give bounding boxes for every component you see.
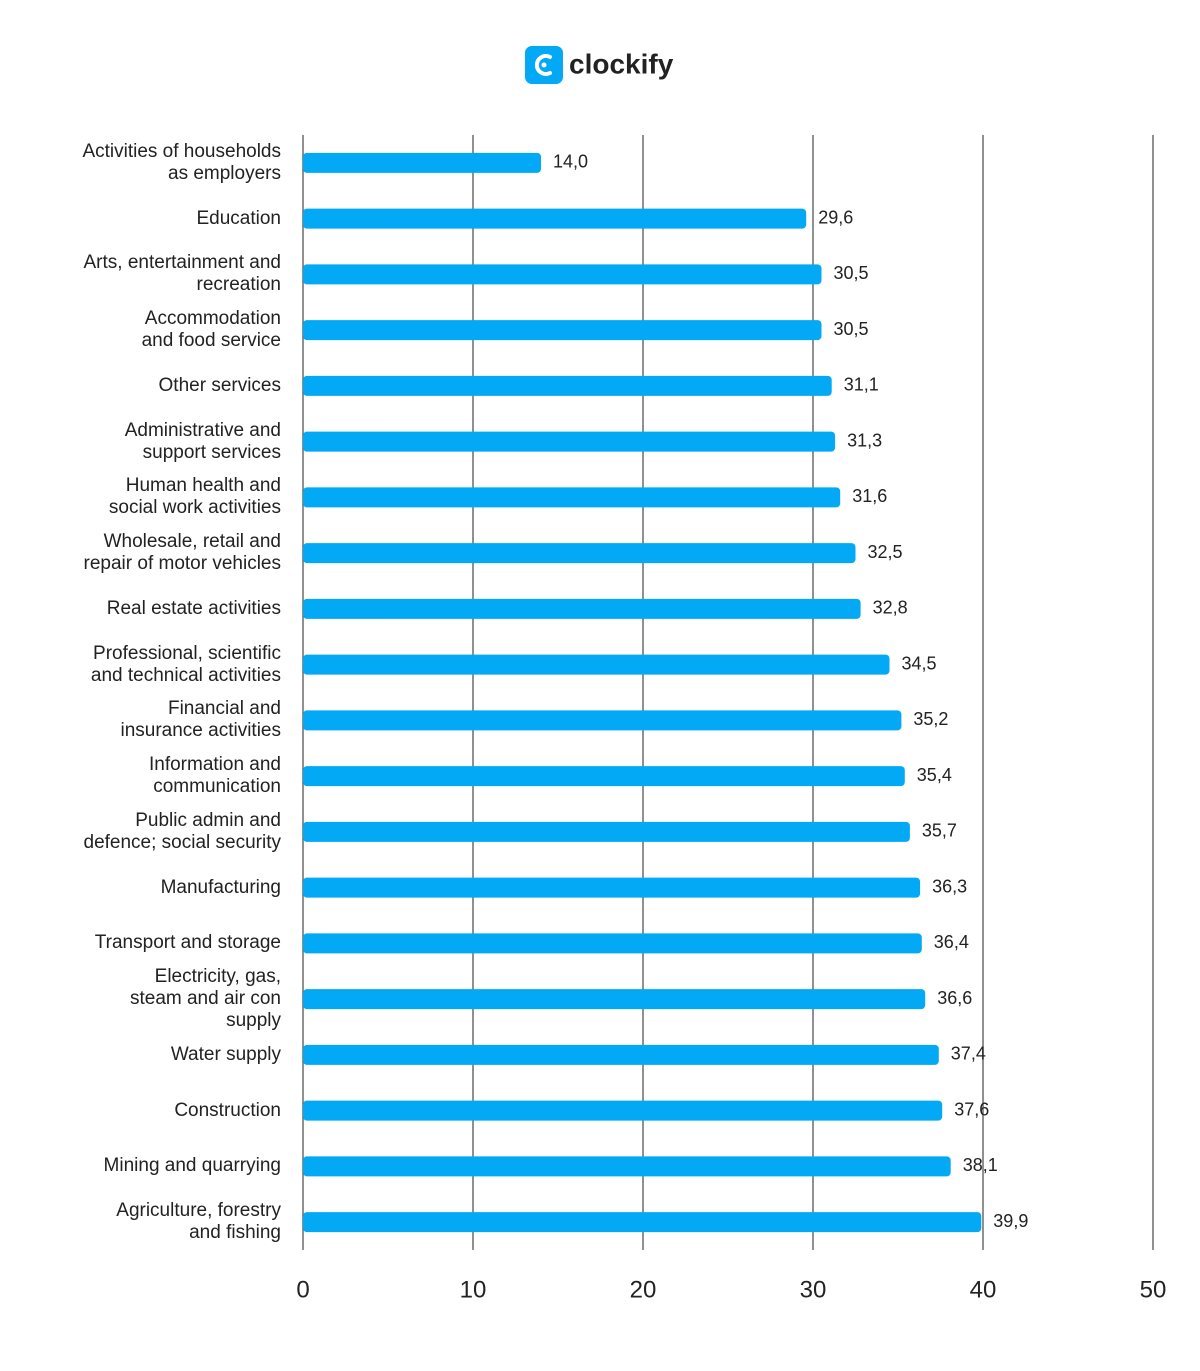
value-label: 38,1 — [963, 1155, 998, 1175]
bar — [303, 543, 856, 564]
y-tick-label: Real estate activities — [106, 597, 281, 619]
y-tick-label: Financial and insurance activities — [120, 698, 281, 742]
y-tick-label: Construction — [174, 1099, 281, 1121]
bar — [303, 877, 921, 898]
logo-icon — [525, 46, 563, 84]
bar — [303, 375, 832, 396]
y-tick-label: Information and communication — [148, 754, 281, 798]
x-tick-label: 40 — [970, 1276, 997, 1303]
bar — [303, 1100, 943, 1121]
x-tick-label: 0 — [296, 1276, 309, 1303]
bar — [303, 487, 841, 508]
y-tick-label: Professional, scientific and technical a… — [90, 642, 281, 686]
bar — [303, 1156, 951, 1177]
y-tick-label: Wholesale, retail and repair of motor ve… — [83, 531, 281, 575]
value-label: 30,5 — [834, 319, 869, 339]
x-tick-label: 20 — [630, 1276, 657, 1303]
bar — [303, 821, 910, 842]
bar — [303, 152, 541, 173]
y-tick-label: Agriculture, forestry and fishing — [116, 1200, 281, 1244]
y-tick-label: Arts, entertainment and recreation — [83, 252, 282, 296]
bar — [303, 208, 807, 229]
value-label: 34,5 — [902, 653, 937, 673]
value-label: 35,7 — [922, 821, 957, 841]
value-label: 35,2 — [913, 709, 948, 729]
value-label: 36,6 — [937, 988, 972, 1008]
bar — [303, 1044, 939, 1065]
value-label: 14,0 — [553, 152, 588, 172]
bar — [303, 1212, 982, 1233]
bar — [303, 264, 822, 285]
logo-text: clockify — [569, 48, 674, 79]
value-label: 36,3 — [932, 876, 967, 896]
bar — [303, 766, 905, 787]
y-tick-label: Mining and quarrying — [103, 1155, 281, 1177]
value-label: 37,6 — [954, 1099, 989, 1119]
y-tick-label: Other services — [158, 374, 281, 396]
bar — [303, 654, 890, 675]
bar — [303, 710, 902, 731]
y-tick-label: Manufacturing — [160, 876, 281, 898]
value-label: 36,4 — [934, 932, 969, 952]
value-label: 32,8 — [873, 598, 908, 618]
value-label: 32,5 — [868, 542, 903, 562]
value-label: 39,9 — [993, 1211, 1028, 1231]
y-tick-label: Accommodation and food service — [141, 308, 281, 352]
y-tick-label: Education — [196, 207, 281, 229]
value-label: 35,4 — [917, 765, 952, 785]
bar — [303, 431, 836, 452]
y-tick-label: Public admin and defence; social securit… — [83, 809, 282, 853]
value-label: 30,5 — [834, 263, 869, 283]
y-tick-label: Administrative and support services — [124, 419, 281, 463]
y-tick-label: Human health and social work activities — [108, 475, 281, 519]
bar — [303, 989, 926, 1010]
value-label: 31,3 — [847, 430, 882, 450]
x-tick-label: 10 — [460, 1276, 487, 1303]
bar — [303, 320, 822, 341]
y-tick-label: Transport and storage — [94, 932, 281, 954]
bar — [303, 598, 861, 619]
x-tick-label: 50 — [1140, 1276, 1167, 1303]
value-label: 31,1 — [844, 375, 879, 395]
bar — [303, 933, 922, 954]
value-label: 37,4 — [951, 1044, 986, 1064]
value-label: 31,6 — [852, 486, 887, 506]
y-tick-label: Activities of households as employers — [82, 140, 281, 184]
y-tick-label: Electricity, gas, steam and air con supp… — [129, 966, 281, 1032]
value-label: 29,6 — [818, 207, 853, 227]
y-tick-label: Water supply — [170, 1043, 281, 1065]
x-tick-label: 30 — [800, 1276, 827, 1303]
